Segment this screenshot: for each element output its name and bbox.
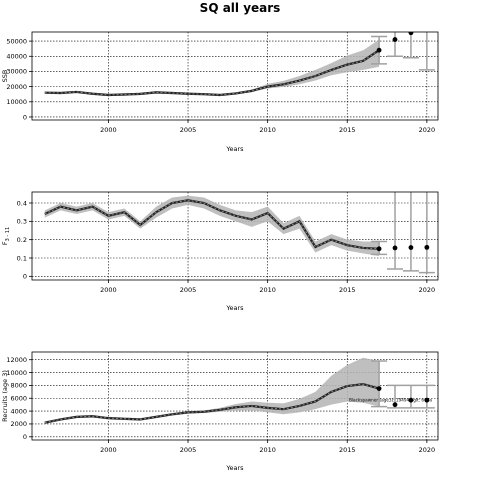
- projection-point: [408, 245, 414, 250]
- y-tick-label: 0: [23, 433, 27, 441]
- y-tick-label: 8000: [10, 382, 27, 390]
- x-tick-label: 2020: [419, 286, 436, 294]
- x-axis-label: Years: [225, 304, 244, 312]
- series-line-dots: [44, 383, 380, 424]
- x-tick-label: 2020: [419, 446, 436, 454]
- x-tick-label: 2010: [259, 446, 276, 454]
- y-tick-label: 0: [23, 113, 27, 121]
- projection-point: [392, 37, 398, 42]
- projection-point: [408, 397, 414, 403]
- x-axis-label: Years: [225, 145, 244, 153]
- projection-point: [392, 245, 398, 251]
- axes-frame: [31, 31, 439, 121]
- y-tick-label: 12000: [6, 356, 27, 364]
- projection-point: [424, 244, 430, 250]
- y-tick-label: 50000: [6, 37, 27, 45]
- x-tick-label: 2010: [259, 286, 276, 294]
- y-tick-label: 20000: [6, 83, 27, 91]
- y-tick-label: 2000: [10, 420, 27, 428]
- end-point: [376, 47, 382, 53]
- y-tick-label: 0.2: [17, 236, 27, 244]
- x-tick-label: 2015: [339, 446, 356, 454]
- confidence-band: [44, 195, 380, 257]
- y-axis-label: Recruits (age 3): [1, 370, 9, 422]
- y-tick-label: 40000: [6, 53, 27, 61]
- x-tick-label: 2015: [339, 286, 356, 294]
- projection-point: [424, 27, 429, 32]
- plot-area: [32, 352, 438, 440]
- x-tick-label: 2000: [100, 286, 117, 294]
- y-tick-label: 6000: [10, 395, 27, 403]
- figure-title: SQ all years: [200, 1, 281, 15]
- confidence-band: [44, 357, 380, 424]
- x-tick-label: 2010: [259, 126, 276, 134]
- series-line-dots: [44, 49, 380, 96]
- x-tick-label: 2000: [100, 446, 117, 454]
- end-point: [376, 246, 382, 252]
- y-axis-label-subscript: 3 - 11: [5, 227, 11, 242]
- y-tick-label: 10000: [6, 369, 27, 377]
- y-tick-label: 30000: [6, 68, 27, 76]
- plot-area: [32, 192, 438, 280]
- confidence-band: [44, 39, 380, 97]
- y-axis-label: SSB: [1, 70, 9, 83]
- projection-point: [408, 32, 414, 36]
- y-tick-label: 0.1: [17, 254, 27, 262]
- x-tick-label: 2005: [180, 446, 197, 454]
- y-tick-label: 10000: [6, 98, 27, 106]
- x-tick-label: 2005: [180, 286, 197, 294]
- fishing-mortality-panel: 2000 2005 2010 2015 2020 0 0.1 0.2 0.3 0.4 Years F3…: [1, 191, 439, 312]
- y-tick-label: 0.3: [17, 218, 27, 226]
- plot-area: [32, 27, 438, 120]
- y-tick-label: 4000: [10, 407, 27, 415]
- end-point: [376, 386, 382, 392]
- x-axis-label: Years: [225, 464, 244, 472]
- ssb-panel: 2000 2005 2010 2015 2020 0 10000 20000 30000 4000…: [1, 27, 439, 153]
- projection-point: [424, 397, 430, 403]
- projection-point: [392, 402, 398, 408]
- x-tick-label: 2000: [100, 126, 117, 134]
- annotation-text: Blackspawner (age3): 19494 , glt: 660a: [349, 398, 432, 403]
- y-tick-label: 0: [23, 273, 27, 281]
- recruits-panel: 2000 2005 2010 2015 2020 0 2000 4000 6000 8000 100…: [1, 351, 439, 472]
- y-axis-label: F3 - 11: [1, 227, 11, 245]
- axes-frame: [31, 191, 439, 281]
- series-line-dots: [44, 199, 380, 250]
- y-tick-label: 0.4: [17, 199, 27, 207]
- x-tick-label: 2005: [180, 126, 197, 134]
- x-tick-label: 2020: [419, 126, 436, 134]
- x-tick-label: 2015: [339, 126, 356, 134]
- axes-frame: [31, 351, 439, 441]
